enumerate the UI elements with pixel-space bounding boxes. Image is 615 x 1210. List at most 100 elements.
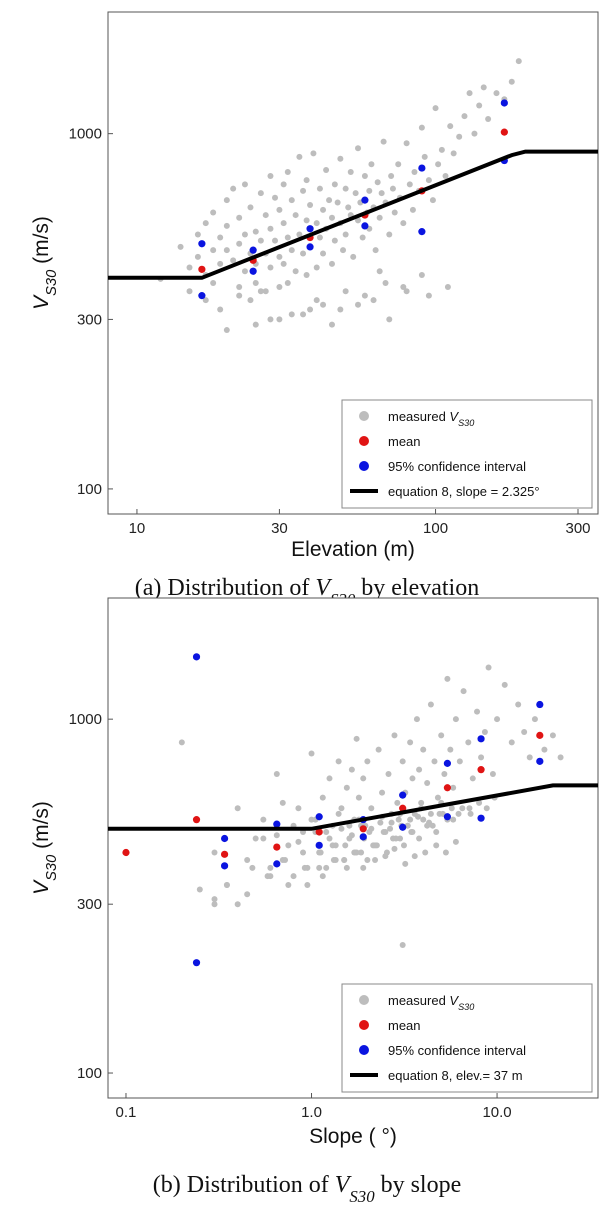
slope-measured-point [285,842,292,849]
slope-measured-point [413,716,420,723]
slope-measured-point [442,849,449,856]
slope-measured-point [460,688,467,695]
elevation-measured-point [230,185,237,192]
elevation-measured-point [288,247,295,254]
slope-measured-point [300,849,307,856]
slope-measured-point [452,838,459,845]
slope-measured-point [252,835,259,842]
elevation-measured-point [320,206,327,213]
slope-measured-point [481,728,488,735]
slope-measured-point [373,842,380,849]
slope-measured-point [304,881,311,888]
slope-measured-point [459,805,466,812]
elevation-measured-point [276,316,283,323]
slope-measured-point [267,864,274,871]
elevation-measured-point [241,268,248,275]
elevation-measured-point [210,279,217,286]
elevation-measured-point [461,113,468,120]
slope-measured-point [501,681,508,688]
slope-measured-point [383,849,390,856]
elevation-measured-point [210,247,217,254]
slope-measured-point [273,770,280,777]
elevation-measured-point [432,105,439,112]
elevation-measured-point [236,292,243,299]
elevation-measured-point [456,133,463,140]
slope-measured-point [353,735,360,742]
slope-measured-point [434,794,441,801]
slope-measured-point [433,842,440,849]
y-tick-label: 100 [77,1065,102,1082]
chart-panel-2: 0.1 1.0 10.0 100 300 1000 Slope ( °) VS30 (m/s)… [30,597,599,1206]
slope-measured-point [196,886,203,893]
elevation-measured-point [236,214,243,221]
legend-marker [359,436,369,446]
slope-measured-point [368,805,375,812]
slope-mean-point [477,766,485,774]
elevation-measured-point [296,153,303,160]
slope-equation-line [108,783,598,831]
slope-measured-point [323,828,330,835]
elevation-measured-point [247,204,254,211]
elevation-measured-point [355,217,362,224]
slope-measured-point [399,942,406,949]
slope-measured-point [290,873,297,880]
slope-measured-point [407,816,414,823]
slope-ci-point [477,735,485,743]
slope-measured-point [391,845,398,852]
slope-measured-point [360,775,367,782]
elevation-measured-point [316,185,323,192]
slope-ci-point [536,757,544,765]
chart-panel-1: 10 30 100 300 100 300 1000 Elevation (m) VS30 (m… [30,11,599,609]
slope-measured-point [364,758,371,765]
slope-ci-point [315,841,323,849]
elevation-measured-point [217,260,224,267]
elevation-measured-point [267,316,274,323]
slope-measured-point [178,739,185,746]
slope-measured-point [427,810,434,817]
slope-ci-point [443,813,452,821]
elevation-measured-point [355,145,362,152]
y-axis-label: VS30 (m/s) [30,216,60,310]
y-tick-label: 300 [77,311,102,328]
elevation-measured-point [300,187,307,194]
elevation-ci-point [306,225,314,233]
slope-measured-point [531,716,538,723]
slope-measured-point [476,799,483,806]
slope-measured-point [323,864,330,871]
elevation-measured-point [508,78,515,85]
slope-measured-point [338,825,345,832]
slope-measured-point [409,775,416,782]
elevation-ci-point [306,243,314,251]
elevation-measured-point [303,217,310,224]
slope-ci-point [536,700,544,709]
slope-measured-point [392,835,399,842]
elevation-measured-point [409,206,416,213]
elevation-measured-point [284,168,291,175]
elevation-measured-point [202,297,209,304]
elevation-measured-point [435,161,442,168]
slope-measured-point [448,805,455,812]
slope-measured-point [295,805,302,812]
x-tick-label: 300 [565,520,590,537]
y-tick-label: 1000 [69,126,102,143]
legend-label: 95% confidence interval [388,459,526,474]
slope-measured-point [360,864,367,871]
slope-mean-point [536,731,544,739]
elevation-measured-point [296,231,303,238]
slope-measured-point [358,849,365,856]
slope-measured-point [420,746,427,753]
slope-measured-point [316,864,323,871]
elevation-measured-point [316,234,323,241]
elevation-measured-point [374,179,381,186]
slope-measured-point [541,746,548,753]
slope-measured-point [304,864,311,871]
slope-measured-point [489,770,496,777]
elevation-measured-point [361,172,368,179]
x-tick-label: 10 [129,520,146,537]
elevation-measured-point [361,292,368,299]
legend-label: equation 8, slope = 2.325° [388,484,540,499]
slope-measured-point [332,856,339,863]
slope-measured-point [348,766,355,773]
elevation-measured-point [342,288,349,295]
elevation-measured-point [262,212,269,219]
